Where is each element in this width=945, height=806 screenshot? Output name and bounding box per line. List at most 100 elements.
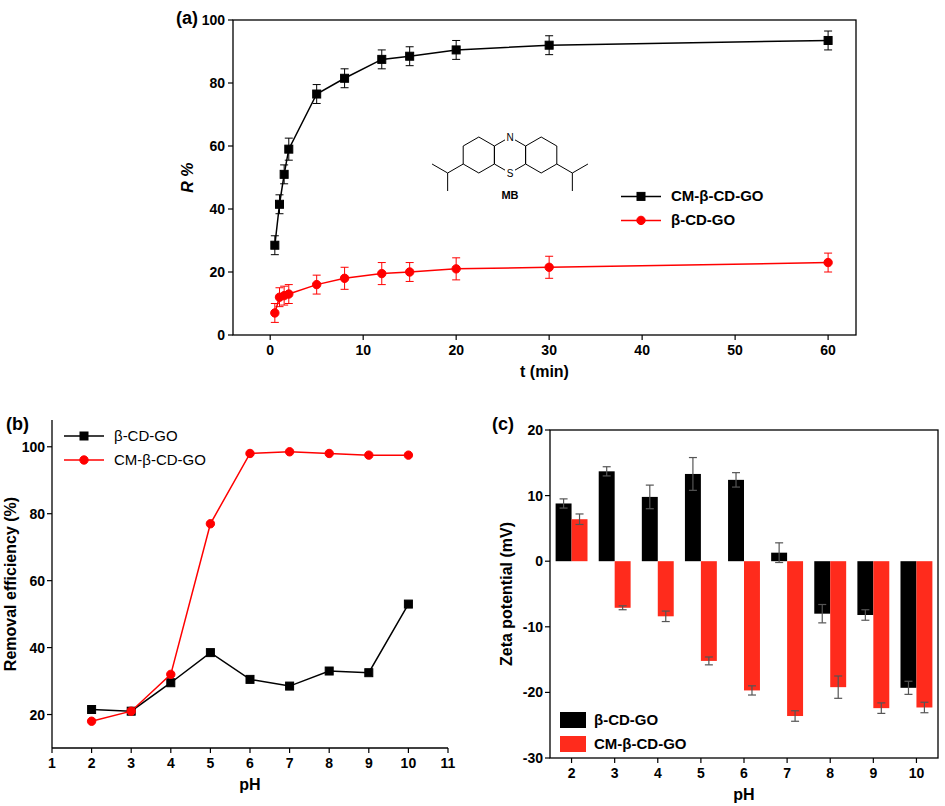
- error-cap: [904, 681, 912, 682]
- point: [87, 717, 95, 725]
- y-tick-label: 40: [209, 201, 225, 217]
- error-cap: [834, 698, 842, 699]
- point: [127, 707, 135, 715]
- error-bar: [603, 467, 611, 476]
- legend-label: CM-β-CD-GO: [594, 735, 687, 752]
- error-cap: [824, 272, 832, 273]
- x-tick-label: 60: [820, 342, 836, 358]
- error-cap: [662, 610, 670, 611]
- error-cap: [818, 604, 826, 605]
- error-cap: [280, 183, 288, 184]
- y-tick: [47, 446, 52, 447]
- y-tick-label: -10: [523, 619, 543, 635]
- x-tick-label: 11: [441, 755, 456, 771]
- error-cap: [341, 87, 349, 88]
- x-tick: [571, 758, 572, 763]
- y-tick: [545, 692, 550, 693]
- x-tick: [700, 758, 701, 763]
- error-cap: [341, 289, 349, 290]
- error-stem: [606, 467, 607, 476]
- error-bar: [452, 258, 460, 280]
- y-tick: [228, 334, 233, 335]
- error-stem: [665, 611, 666, 621]
- legend-marker: [637, 216, 645, 224]
- y-tick: [545, 757, 550, 758]
- point: [406, 52, 414, 60]
- error-cap: [904, 694, 912, 695]
- molecule-inset: NSMB: [432, 130, 588, 201]
- error-cap: [775, 562, 783, 563]
- atom-label: S: [507, 168, 514, 179]
- point: [271, 309, 279, 317]
- x-tick-label: 7: [286, 755, 294, 771]
- x-tick-label: 20: [448, 342, 464, 358]
- error-bar: [341, 267, 349, 289]
- atom-bg: [505, 167, 515, 179]
- x-tick-label: 7: [783, 765, 791, 781]
- point: [365, 669, 373, 677]
- legend-marker: [80, 456, 88, 464]
- error-cap: [877, 713, 885, 714]
- error-stem: [735, 473, 736, 487]
- series-line: [275, 40, 828, 245]
- error-cap: [280, 164, 288, 165]
- error-stem: [708, 657, 709, 665]
- error-cap: [452, 40, 460, 41]
- point: [206, 649, 214, 657]
- error-cap: [406, 262, 414, 263]
- error-bar: [545, 256, 553, 278]
- x-tick: [735, 335, 736, 340]
- error-bar: [904, 681, 912, 694]
- x-tick-label: 9: [869, 765, 877, 781]
- y-tick: [47, 647, 52, 648]
- error-bar: [378, 263, 386, 285]
- bar: [572, 519, 588, 561]
- x-tick-label: 10: [401, 755, 417, 771]
- error-cap: [877, 702, 885, 703]
- panel: 0204060801000102030405060t (min)R %(a)CM…: [176, 8, 856, 380]
- x-tick: [329, 748, 330, 753]
- bar: [599, 471, 615, 561]
- point: [312, 280, 320, 288]
- x-tick-label: 50: [727, 342, 743, 358]
- error-cap: [861, 620, 869, 621]
- point: [365, 451, 373, 459]
- point: [280, 170, 288, 178]
- y-tick-label: 80: [29, 506, 45, 522]
- x-tick: [91, 748, 92, 753]
- error-cap: [452, 59, 460, 60]
- error-cap: [313, 275, 321, 276]
- error-cap: [280, 305, 288, 306]
- panel-label: (c): [492, 414, 514, 434]
- point: [405, 268, 413, 276]
- error-cap: [834, 675, 842, 676]
- x-tick-label: 3: [127, 755, 135, 771]
- error-cap: [732, 472, 740, 473]
- x-tick: [51, 748, 52, 753]
- y-axis-line: [51, 420, 52, 748]
- x-tick-label: 1: [48, 755, 56, 771]
- point: [545, 41, 553, 49]
- x-tick: [368, 748, 369, 753]
- point: [325, 667, 333, 675]
- error-cap: [603, 475, 611, 476]
- y-tick: [545, 626, 550, 627]
- marks: [87, 448, 412, 726]
- point: [206, 520, 214, 528]
- bar: [744, 561, 760, 690]
- error-stem: [563, 499, 564, 508]
- error-cap: [662, 621, 670, 622]
- point: [341, 74, 349, 82]
- y-tick-label: 80: [209, 75, 225, 91]
- error-bar: [646, 485, 654, 509]
- error-cap: [689, 457, 697, 458]
- error-cap: [406, 281, 414, 282]
- marks: [271, 31, 833, 322]
- x-tick: [830, 758, 831, 763]
- error-cap: [619, 609, 627, 610]
- point: [378, 55, 386, 63]
- x-tick: [447, 748, 448, 753]
- x-tick-label: 8: [325, 755, 333, 771]
- error-bar: [824, 31, 832, 50]
- error-cap: [406, 46, 414, 47]
